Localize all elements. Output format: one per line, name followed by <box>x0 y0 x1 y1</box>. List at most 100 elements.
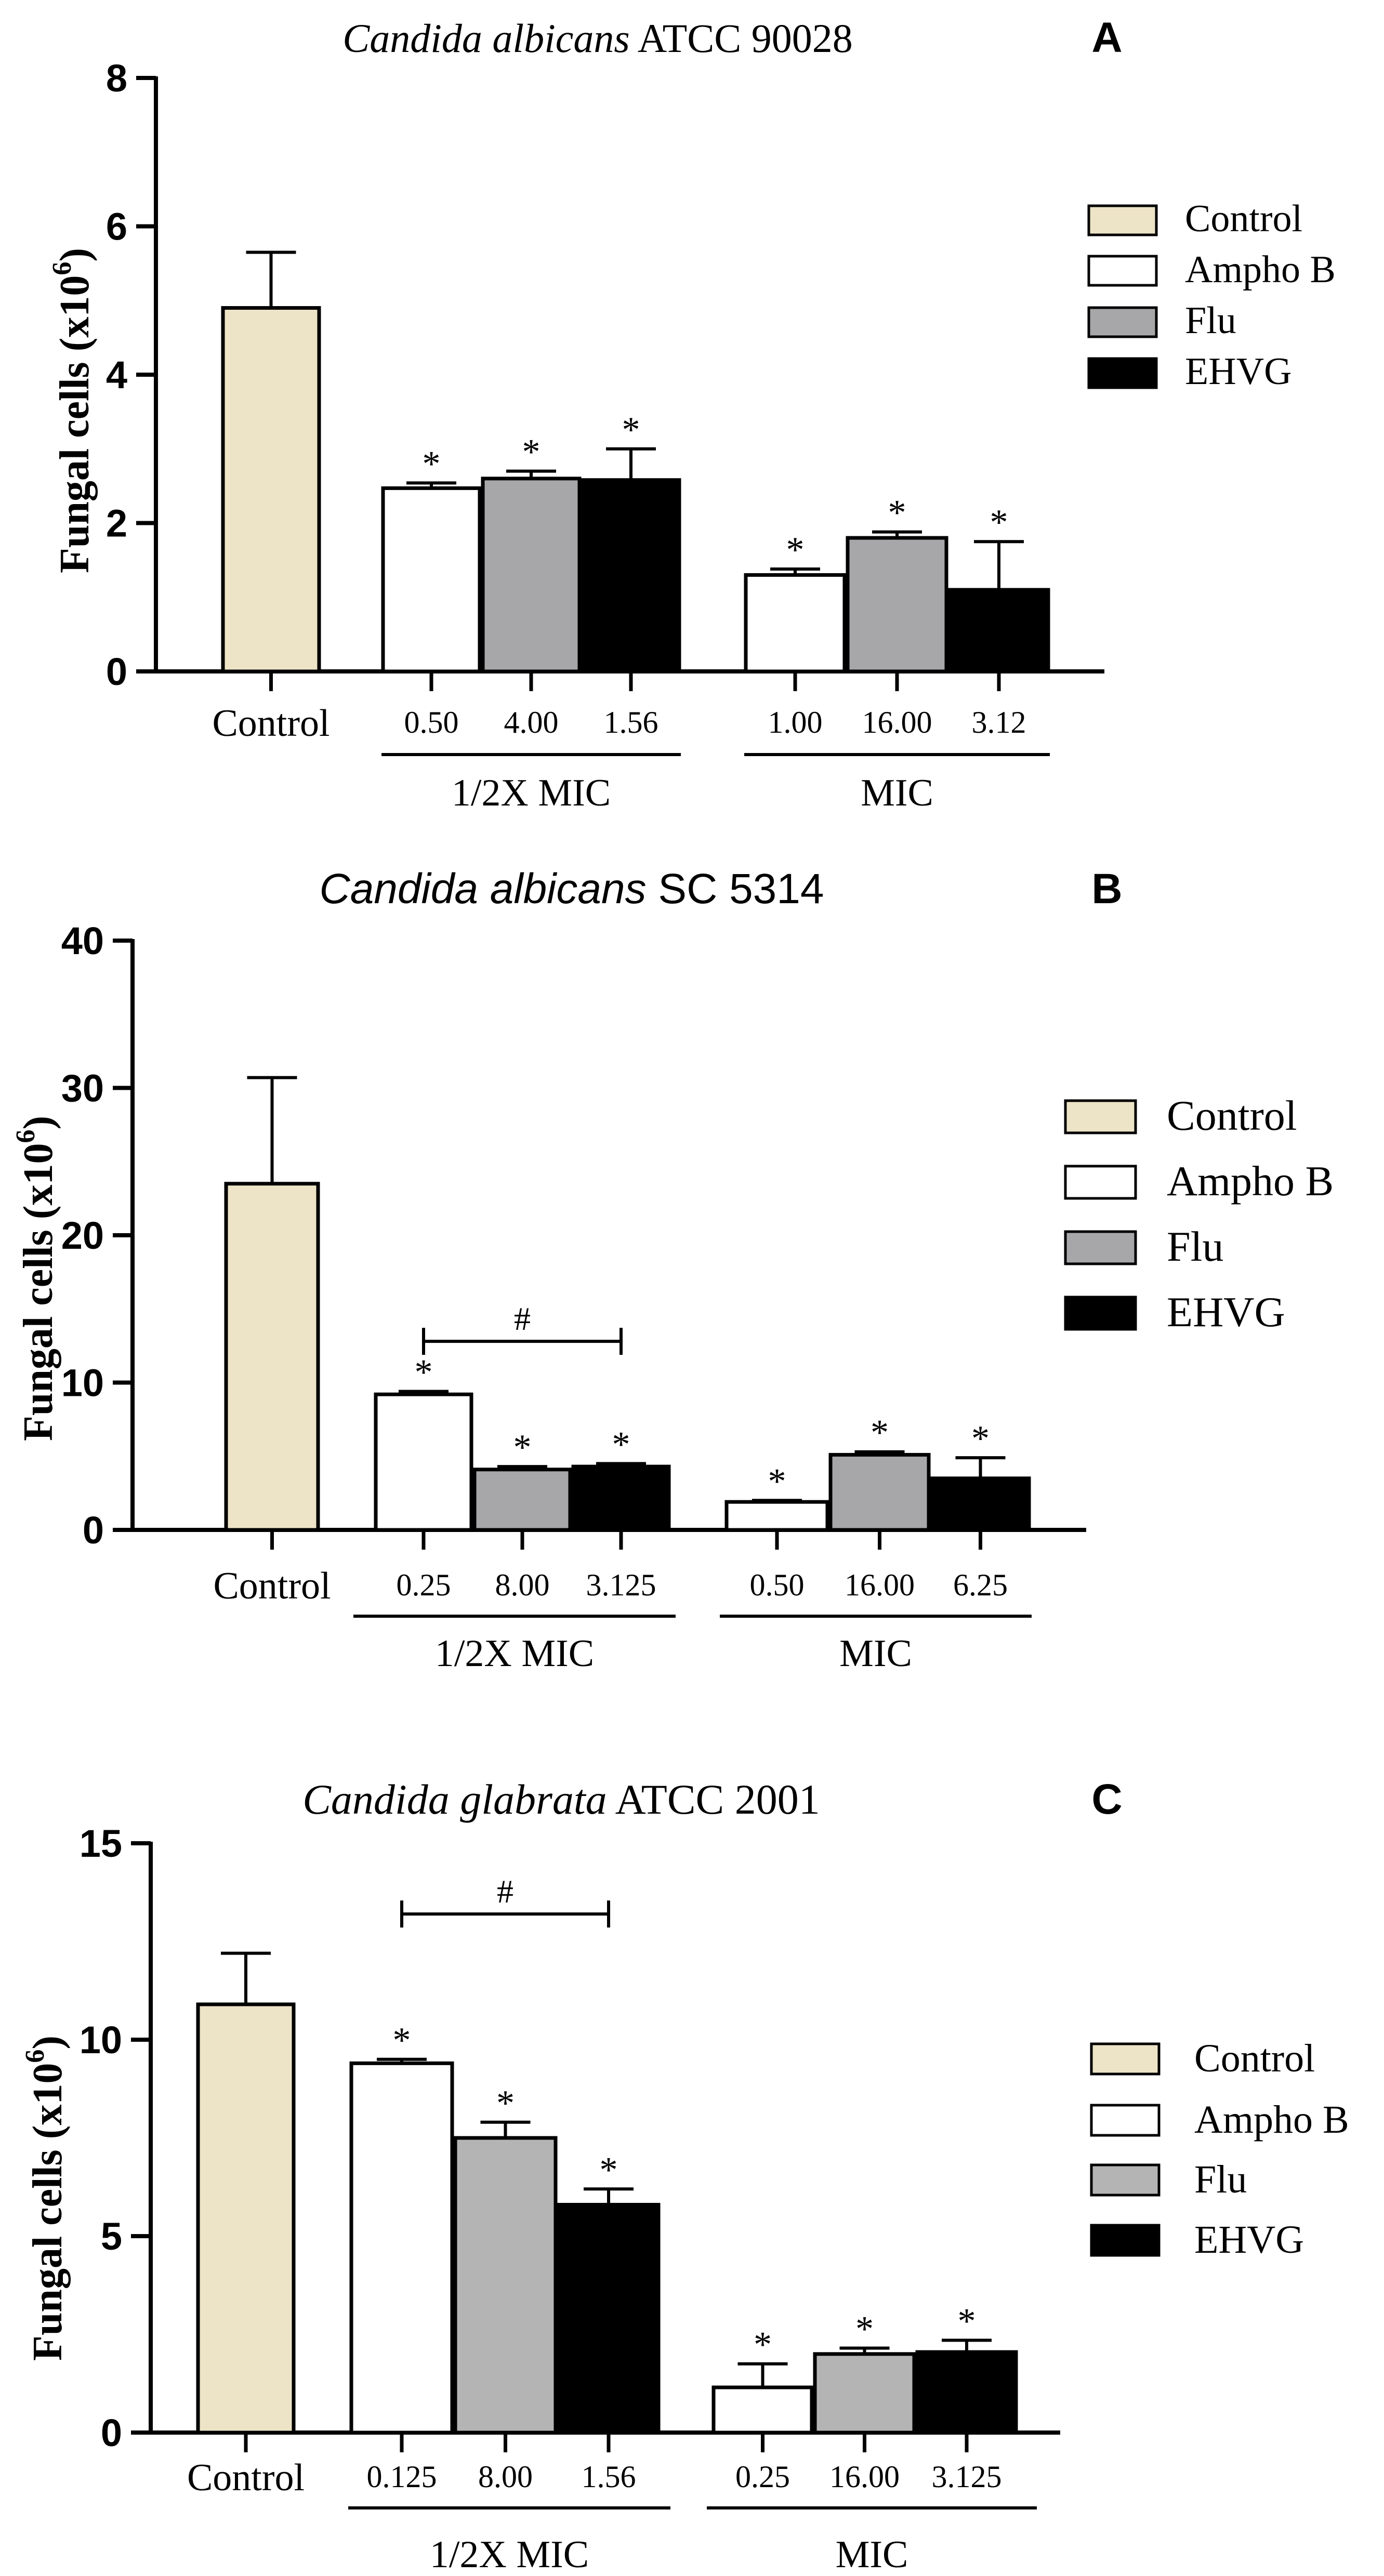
x-tick-label: 1.56 <box>604 705 658 739</box>
group-label: 1/2X MIC <box>430 2533 589 2576</box>
panel-c-letter: C <box>1091 1776 1122 1823</box>
legend-label-ehvg: EHVG <box>1194 2218 1304 2262</box>
significance-marker: * <box>423 444 441 484</box>
bar-ampho-b <box>744 573 847 673</box>
x-tick-label: 16.00 <box>829 2460 900 2494</box>
x-tick-label: 1.00 <box>768 705 823 739</box>
y-tick-label: 8 <box>106 57 127 100</box>
legend-swatch-control <box>1087 204 1158 236</box>
significance-marker: * <box>522 432 541 472</box>
significance-marker: * <box>622 410 640 450</box>
y-tick-label: 0 <box>101 2411 122 2454</box>
y-tick-label: 40 <box>61 919 104 962</box>
significance-marker: * <box>855 2309 874 2349</box>
legend-swatch-ehvg <box>1090 2224 1161 2257</box>
panel-c-legend: Control Ampho B Flu EHVG <box>1090 2037 1349 2262</box>
y-tick-label: 30 <box>61 1067 104 1110</box>
group-label: MIC <box>861 772 933 814</box>
x-tick-label: 0.125 <box>367 2460 437 2494</box>
significance-marker: * <box>600 2150 618 2190</box>
bar-flu <box>453 2136 558 2435</box>
significance-marker: * <box>971 1419 990 1459</box>
legend-swatch-ehvg <box>1064 1296 1137 1331</box>
x-label-control: Control <box>212 702 329 745</box>
legend-label-ehvg: EHVG <box>1185 350 1292 393</box>
panel-c-plot: 0 5 10 15 Control * 0.125 * 8.00 * 1.56 1/2X MIC * 0.… <box>80 1822 1060 2576</box>
y-tick-label: 10 <box>61 1362 104 1405</box>
bar-flu <box>472 1468 572 1532</box>
bar-ehvg <box>581 478 681 673</box>
legend-swatch-ehvg <box>1087 357 1158 389</box>
legend-label-ampho-b: Ampho B <box>1167 1157 1334 1205</box>
group-label: MIC <box>836 2533 908 2576</box>
significance-marker: * <box>990 503 1008 543</box>
significance-marker: * <box>871 1413 889 1453</box>
bar-control <box>224 1182 320 1532</box>
significance-marker: * <box>393 2020 411 2060</box>
bar-ampho-b <box>381 486 482 673</box>
x-label-control: Control <box>213 1565 331 1607</box>
panel-c-title: Candida glabrata ATCC 2001 <box>302 1776 820 1823</box>
significance-marker: * <box>496 2083 515 2123</box>
bar-flu <box>481 477 582 673</box>
bar-flu <box>846 536 948 673</box>
bar-ehvg <box>557 2203 661 2435</box>
bar-ampho-b <box>724 1500 829 1532</box>
significance-marker: * <box>888 493 906 533</box>
x-tick-label: 0.50 <box>404 705 459 739</box>
panel-c: Candida glabrata ATCC 2001 C Fungal cell… <box>20 1776 1349 2576</box>
legend-label-control: Control <box>1185 197 1302 240</box>
panel-c-ylabel: Fungal cells (x106) <box>20 2036 71 2361</box>
comparison-marker: # <box>497 1873 513 1910</box>
y-tick-label: 10 <box>80 2018 122 2062</box>
y-tick-label: 0 <box>83 1509 104 1552</box>
legend-swatch-flu <box>1090 2163 1161 2197</box>
significance-marker: * <box>958 2301 976 2341</box>
x-tick-label: 0.25 <box>735 2460 790 2494</box>
panel-b-plot: 0 10 20 30 40 Control * 0.25 * 8.00 * 3.125 1/2X MIC… <box>61 919 1086 1675</box>
significance-marker: * <box>415 1353 433 1393</box>
legend-swatch-control <box>1090 2042 1161 2076</box>
x-tick-label: 16.00 <box>862 705 932 739</box>
legend-label-flu: Flu <box>1194 2158 1247 2201</box>
legend-swatch-ampho-b <box>1090 2104 1161 2137</box>
legend-label-flu: Flu <box>1185 299 1236 342</box>
y-tick-label: 4 <box>106 353 127 397</box>
x-tick-label: 3.12 <box>972 705 1026 739</box>
legend-label-flu: Flu <box>1167 1223 1223 1270</box>
y-tick-label: 2 <box>106 502 127 545</box>
panel-a-title: Candida albicans ATCC 90028 <box>342 16 853 61</box>
legend-swatch-ampho-b <box>1087 255 1158 287</box>
significance-marker: * <box>754 2325 772 2365</box>
panel-b-ylabel: Fungal cells (x106) <box>11 1116 61 1441</box>
bar-control <box>221 306 321 673</box>
x-tick-label: 8.00 <box>495 1568 550 1602</box>
x-tick-label: 8.00 <box>478 2460 533 2494</box>
legend-label-ampho-b: Ampho B <box>1194 2098 1349 2142</box>
legend-label-ampho-b: Ampho B <box>1185 248 1336 291</box>
significance-marker: * <box>768 1461 786 1501</box>
x-tick-label: 1.56 <box>582 2460 636 2494</box>
legend-swatch-control <box>1064 1099 1137 1134</box>
x-tick-label: 3.125 <box>932 2460 1002 2494</box>
bar-ampho-b <box>349 2061 454 2435</box>
legend-label-control: Control <box>1167 1092 1297 1139</box>
bar-ampho-b <box>374 1392 473 1532</box>
panel-a-plot: 0 2 4 6 8 Control * 0.50 * 4.00 * 1.56 1/2X MIC * 1.00… <box>106 57 1104 814</box>
panel-b-title: Candida albicans SC 5314 <box>320 865 824 913</box>
legend-swatch-ampho-b <box>1064 1165 1137 1200</box>
y-tick-label: 15 <box>80 1822 122 1865</box>
comparison-marker: # <box>514 1300 531 1337</box>
x-tick-label: 16.00 <box>845 1568 915 1602</box>
y-tick-label: 0 <box>106 650 127 693</box>
significance-marker: * <box>513 1428 532 1468</box>
legend-swatch-flu <box>1064 1230 1137 1265</box>
x-tick-label: 6.25 <box>953 1568 1008 1602</box>
bar-ehvg <box>915 2350 1018 2435</box>
bar-flu <box>813 2352 916 2435</box>
panel-a-legend: Control Ampho B Flu EHVG <box>1087 197 1336 393</box>
y-tick-label: 5 <box>101 2215 122 2258</box>
y-tick-label: 6 <box>106 205 127 248</box>
bar-ehvg <box>947 588 1050 673</box>
